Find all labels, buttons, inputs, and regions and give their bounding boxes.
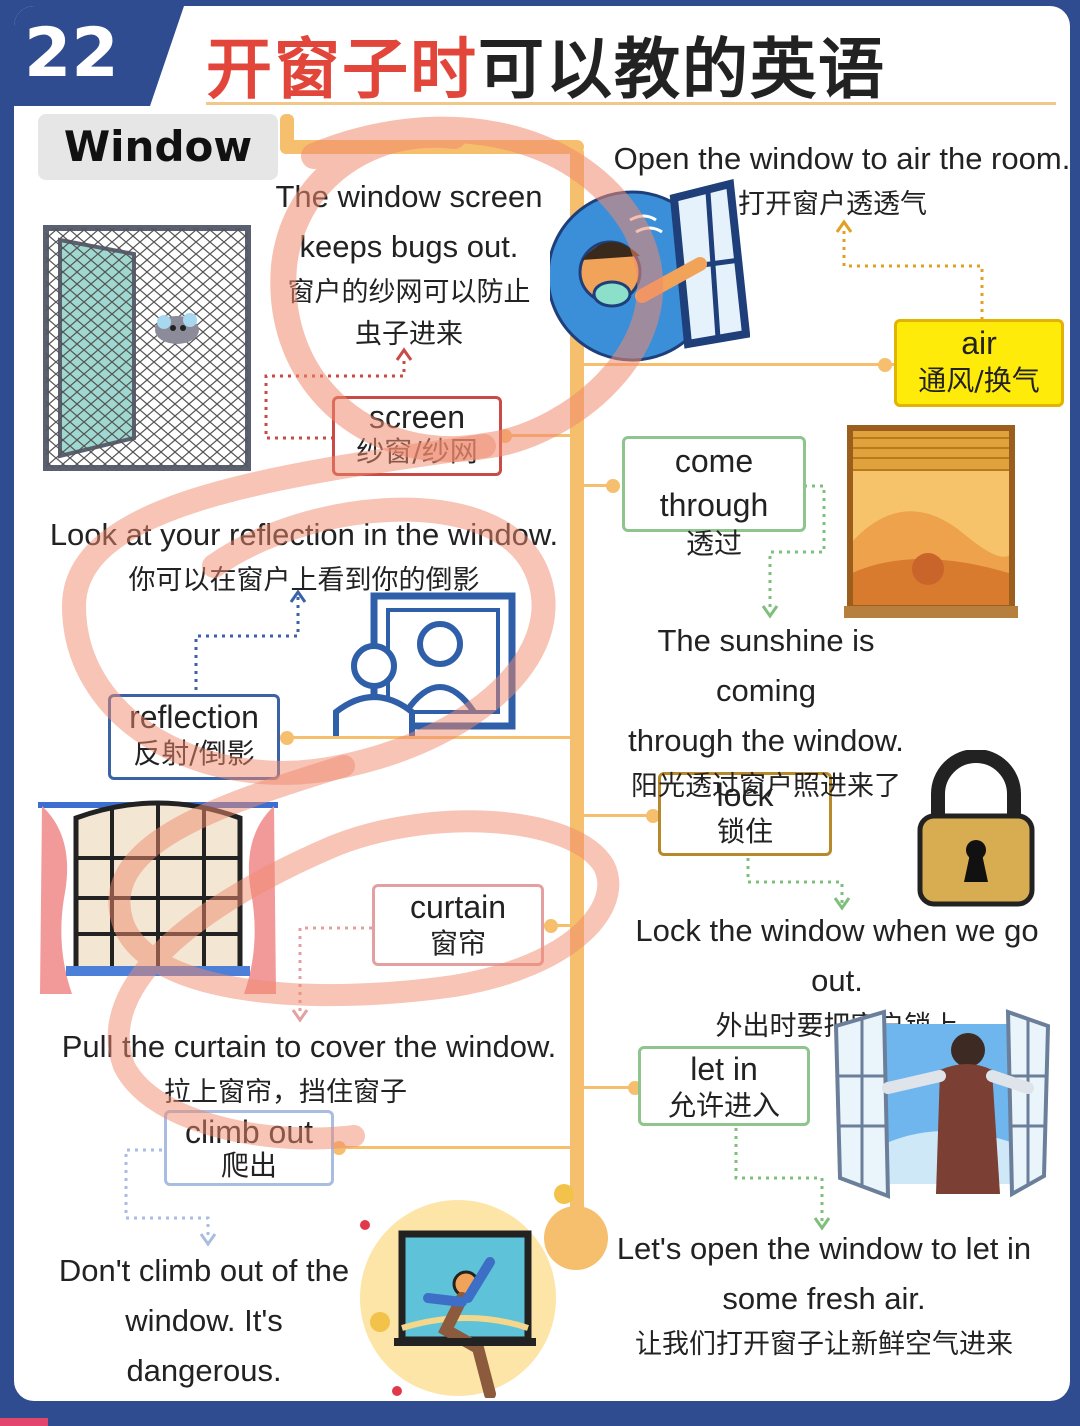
vocab-zh: 纱窗/纱网 (356, 435, 478, 468)
sentence-zh: 拉上窗帘，挡住窗子 (164, 1077, 407, 1108)
sentence-reflection: Look at your reflection in the window. 你… (44, 510, 564, 602)
vocab-zh: 爬出 (220, 1149, 277, 1182)
infographic-panel: 22 开窗子时可以教的英语 Window (14, 6, 1070, 1401)
branch-dot (332, 1141, 346, 1155)
branch-dot (606, 479, 620, 493)
branch-dot (280, 731, 294, 745)
vocab-en: climb out (184, 1114, 314, 1150)
branch-dot (878, 358, 892, 372)
open-window-illustration (550, 179, 750, 362)
decor-dot (370, 1312, 390, 1332)
branch-climb-out (334, 1146, 574, 1149)
vocab-en: reflection (129, 699, 259, 735)
sentence-zh: 打开窗户透透气 (738, 189, 927, 220)
title-red: 开窗子时 (206, 31, 478, 108)
climb-out-illustration (360, 1200, 556, 1398)
decor-dot (554, 1184, 574, 1204)
reflection-illustration (333, 592, 516, 736)
topic-label: Window (38, 114, 278, 180)
sentence-en: Lock the window when we go out. (635, 913, 1039, 998)
vocab-let-in: let in 允许进入 (638, 1046, 810, 1126)
sentence-en: Don't climb out of the (58, 1253, 350, 1288)
sentence-screen: The window screen keeps bugs out. 窗户的纱网可… (264, 172, 554, 356)
branch-let-in (584, 1086, 634, 1089)
branch-lock (584, 814, 654, 817)
vocab-en: come through (659, 443, 769, 523)
vocab-zh: 窗帘 (429, 927, 486, 960)
sentence-zh: 让我们打开窗子让新鲜空气进来 (635, 1329, 1013, 1360)
spine-top (284, 140, 584, 154)
title-dark: 可以教的英语 (478, 31, 886, 108)
open-window-man-illustration (833, 1009, 1051, 1199)
sentence-zh: 不要爬到窗外，很危险 (44, 1396, 364, 1401)
sentence-zh: 阳光透过窗户照进来了 (631, 771, 901, 802)
spine-end (544, 1206, 608, 1270)
vocab-come-through: come through 透过 (622, 436, 806, 560)
vocab-en: curtain (409, 889, 507, 925)
vocab-en: screen (368, 399, 466, 435)
sentence-en: Look at your reflection in the window. (49, 517, 559, 552)
vocab-zh: 反射/倒影 (133, 737, 255, 770)
decor-dot (392, 1386, 402, 1396)
connector-air (835, 219, 984, 320)
sentence-en: Let's open the window to let in (616, 1231, 1032, 1266)
page-title: 开窗子时可以教的英语 (206, 16, 886, 112)
lesson-number: 22 (14, 6, 184, 106)
vocab-screen: screen 纱窗/纱网 (332, 396, 502, 476)
vocab-zh: 允许进入 (667, 1089, 780, 1122)
sentence-curtain: Pull the curtain to cover the window. 拉上… (44, 1022, 574, 1114)
branch-air (584, 363, 894, 366)
curtain-window-illustration (38, 800, 278, 994)
corner-accent (0, 1418, 48, 1426)
vocab-en: let in (690, 1051, 758, 1087)
padlock-icon (917, 750, 1035, 907)
vocab-lock: lock 锁住 (658, 772, 832, 856)
sentence-en: The sunshine is coming (657, 623, 875, 708)
title-underline (206, 102, 1056, 105)
sentence-en: through the window. (628, 723, 904, 758)
branch-come-through (584, 484, 614, 487)
connector-reflection (194, 589, 307, 690)
vocab-en: lock (716, 777, 774, 813)
vocab-curtain: curtain 窗帘 (372, 884, 544, 966)
vocab-en: air (961, 325, 997, 361)
sentence-en: window. It's dangerous. (125, 1303, 283, 1388)
vocab-zh: 锁住 (716, 815, 773, 848)
vocab-air: air 通风/换气 (894, 319, 1064, 407)
decor-dot (360, 1220, 370, 1230)
connector-come-through (761, 484, 826, 619)
branch-dot (544, 919, 558, 933)
vocab-reflection: reflection 反射/倒影 (108, 694, 280, 780)
sentence-zh: 虫子进来 (355, 319, 463, 350)
connector-let-in (734, 1128, 831, 1231)
sentence-en: The window screen (275, 179, 543, 214)
sentence-en: some fresh air. (722, 1281, 926, 1316)
branch-dot (646, 809, 660, 823)
connector-lock (746, 858, 851, 911)
sentence-air: Open the window to air the room. 打开窗户透透气 (612, 134, 1070, 226)
vocab-zh: 通风/换气 (918, 364, 1040, 397)
window-screen-illustration (43, 225, 251, 471)
sentence-en: Open the window to air the room. (613, 141, 1070, 176)
connector-climb-out (124, 1148, 217, 1247)
branch-screen (504, 434, 574, 437)
vocab-zh: 透过 (685, 527, 742, 560)
sunny-window-illustration (844, 425, 1018, 618)
sentence-zh: 窗户的纱网可以防止 (287, 277, 531, 308)
sentence-en: Pull the curtain to cover the window. (61, 1029, 557, 1064)
vocab-climb-out: climb out 爬出 (164, 1110, 334, 1186)
sentence-en: keeps bugs out. (299, 229, 519, 264)
sentence-climb-out: Don't climb out of the window. It's dang… (44, 1246, 364, 1401)
sentence-come-through: The sunshine is coming through the windo… (606, 616, 926, 808)
sentence-let-in: Let's open the window to let in some fre… (604, 1224, 1044, 1366)
